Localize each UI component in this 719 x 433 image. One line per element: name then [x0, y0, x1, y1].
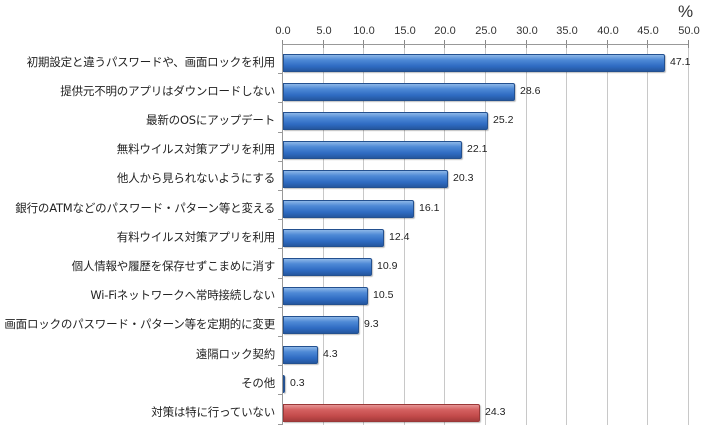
value-label: 12.4: [389, 230, 410, 243]
x-tick-label: 15.0: [394, 25, 416, 37]
category-label: 画面ロックのパスワード・パターン等を定期的に変更: [4, 317, 275, 332]
x-tick-label: 25.0: [475, 25, 497, 37]
bar: [283, 170, 448, 188]
y-tick-mark: [278, 424, 283, 425]
value-label: 0.3: [290, 376, 305, 389]
category-label: その他: [241, 375, 275, 390]
gridline: [444, 44, 445, 425]
y-tick-mark: [278, 102, 283, 103]
category-label: 対策は特に行っていない: [151, 405, 275, 419]
bar: [283, 346, 318, 364]
gridline: [485, 44, 486, 425]
category-label: 他人から見られないようにする: [116, 171, 275, 186]
gridline: [404, 44, 405, 425]
category-label: 無料ウイルス対策アプリを利用: [116, 142, 275, 157]
gridline: [647, 44, 648, 425]
category-label: 初期設定と違うパスワードや、画面ロックを利用: [26, 54, 275, 69]
value-label: 10.5: [373, 289, 394, 302]
value-label: 25.2: [493, 114, 514, 126]
bar: [283, 375, 285, 393]
bar: [283, 83, 515, 101]
x-tick-label: 45.0: [637, 25, 659, 37]
value-label: 47.1: [670, 55, 691, 68]
bar: [283, 287, 368, 305]
gridline: [526, 44, 527, 425]
x-axis-line: [282, 44, 688, 45]
value-label: 28.6: [520, 84, 541, 97]
x-tick-label: 20.0: [434, 25, 456, 37]
value-label: 9.3: [364, 318, 379, 331]
y-tick-mark: [278, 365, 283, 366]
value-label: 4.3: [323, 347, 338, 360]
y-tick-mark: [278, 161, 283, 162]
bar: [283, 316, 359, 334]
y-tick-mark: [278, 248, 283, 249]
value-label: 20.3: [453, 172, 474, 185]
x-tick-label: 5.0: [316, 25, 332, 37]
bar: [283, 200, 414, 218]
bar: [283, 54, 665, 72]
y-tick-mark: [278, 132, 283, 133]
unit-label: %: [678, 2, 694, 21]
gridline: [566, 44, 567, 425]
y-tick-mark: [278, 190, 283, 191]
value-label: 10.9: [377, 260, 398, 272]
gridline: [688, 44, 689, 425]
y-tick-mark: [278, 336, 283, 337]
category-label: 有料ウイルス対策アプリを利用: [116, 229, 275, 244]
bar: [283, 404, 480, 422]
y-tick-mark: [278, 307, 283, 308]
x-tick-label: 30.0: [516, 25, 538, 37]
y-axis-line: [282, 44, 283, 425]
value-label: 24.3: [485, 406, 506, 418]
gridline: [607, 44, 608, 425]
x-tick-label: 10.0: [353, 25, 375, 37]
value-label: 16.1: [419, 201, 440, 214]
y-tick-mark: [278, 278, 283, 279]
y-tick-mark: [278, 394, 283, 395]
bar: [283, 258, 372, 276]
category-label: 最新のOSにアップデート: [146, 113, 275, 127]
category-label: 提供元不明のアプリはダウンロードしない: [60, 83, 275, 98]
category-label: 個人情報や履歴を保存せずこまめに消す: [71, 259, 276, 273]
category-label: 遠隔ロック契約: [195, 346, 275, 361]
category-label: Wi-Fiネットワークへ常時接続しない: [90, 288, 275, 303]
y-tick-mark: [278, 73, 283, 74]
x-tick-label: 35.0: [556, 25, 578, 37]
bar: [283, 112, 488, 130]
x-tick-label: 0.0: [275, 25, 291, 37]
y-tick-mark: [278, 219, 283, 220]
x-tick-mark: [688, 40, 689, 48]
x-tick-label: 50.0: [678, 25, 700, 37]
bar: [283, 141, 462, 159]
value-label: 22.1: [467, 143, 488, 156]
bar: [283, 229, 384, 247]
x-tick-label: 40.0: [597, 25, 619, 37]
category-label: 銀行のATMなどのパスワード・パターン等と変える: [15, 200, 275, 215]
